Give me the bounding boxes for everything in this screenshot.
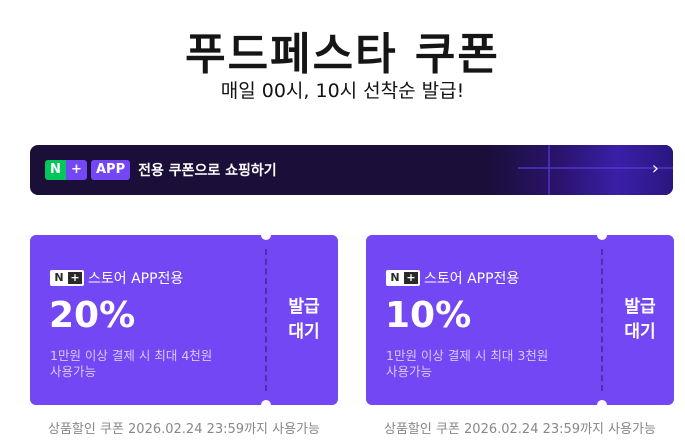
- coupon-card[interactable]: N + 스토어 APP전용 20% 1만원 이상 결제 시 최대 4천원 사용가능 발…: [30, 230, 338, 410]
- state-line: 발급: [624, 297, 656, 317]
- notch: [261, 230, 271, 240]
- naver-plus-store-icon: N +: [50, 270, 84, 286]
- notch: [597, 400, 607, 410]
- plus-icon: +: [404, 272, 418, 284]
- condition-line: 사용가능: [50, 364, 97, 379]
- coupon-footer: 상품할인 쿠폰 2026.02.24 23:59까지 사용가능: [384, 422, 656, 437]
- condition-line: 1만원 이상 결제 시 최대 3천원: [386, 348, 549, 363]
- chevron-right-icon[interactable]: ›: [651, 158, 659, 179]
- plus-icon: +: [68, 272, 82, 284]
- page-subtitle: 매일 00시, 10시 선착순 발급!: [220, 80, 465, 102]
- state-line: 대기: [624, 322, 656, 342]
- condition-line: 사용가능: [386, 364, 433, 379]
- banner-text: 전용 쿠폰으로 쇼핑하기: [138, 163, 277, 179]
- page-title: 푸드페스타 쿠폰: [185, 29, 500, 80]
- coupon-footer: 상품할인 쿠폰 2026.02.24 23:59까지 사용가능: [48, 422, 320, 437]
- discount-value: 20%: [49, 295, 136, 336]
- n-icon: N: [52, 272, 66, 284]
- app-coupon-banner[interactable]: N + APP 전용 쿠폰으로 쇼핑하기 ›: [30, 145, 673, 195]
- naver-plus-logo: N +: [45, 160, 87, 180]
- divider: [265, 249, 267, 391]
- n-icon: N: [388, 272, 402, 284]
- notch: [261, 400, 271, 410]
- discount-value: 10%: [385, 295, 472, 336]
- coupon-label: 스토어 APP전용: [424, 271, 520, 287]
- notch: [597, 230, 607, 240]
- coupon-card[interactable]: N + 스토어 APP전용 10% 1만원 이상 결제 시 최대 3천원 사용가능 발…: [366, 230, 674, 410]
- coupon-label: 스토어 APP전용: [88, 271, 184, 287]
- app-badge: APP: [91, 160, 131, 180]
- coupon-condition: 1만원 이상 결제 시 최대 4천원 사용가능: [50, 348, 212, 380]
- naver-plus-store-icon: N +: [386, 270, 420, 286]
- coupon-condition: 1만원 이상 결제 시 최대 3천원 사용가능: [386, 348, 548, 380]
- condition-line: 1만원 이상 결제 시 최대 4천원: [50, 348, 213, 363]
- banner-decoration: [488, 145, 673, 195]
- divider: [601, 249, 603, 391]
- plus-icon: +: [66, 160, 87, 180]
- naver-n-icon: N: [45, 160, 66, 180]
- state-line: 대기: [288, 322, 320, 342]
- state-line: 발급: [288, 297, 320, 317]
